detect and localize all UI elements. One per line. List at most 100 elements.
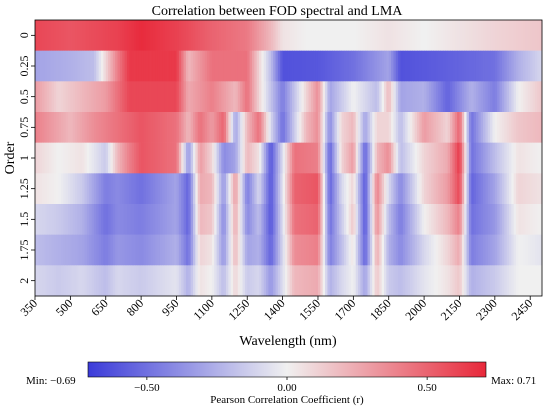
y-tick-label: 0.75 — [17, 117, 31, 138]
heatmap-cell — [141, 51, 144, 82]
heatmap-cell — [417, 20, 420, 51]
heatmap-cell — [73, 143, 76, 174]
heatmap-cell — [101, 173, 104, 204]
heatmap-cell — [68, 81, 71, 112]
heatmap-cell — [47, 265, 50, 296]
heatmap-cell — [360, 173, 363, 204]
heatmap-cell — [431, 265, 434, 296]
heatmap-cell — [61, 81, 64, 112]
heatmap-cell — [495, 265, 498, 296]
heatmap-cell — [533, 51, 536, 82]
heatmap-cell — [339, 173, 342, 204]
heatmap-cell — [337, 235, 340, 266]
heatmap-cell — [165, 51, 168, 82]
heatmap-cell — [200, 81, 203, 112]
heatmap-cell — [415, 265, 418, 296]
heatmap-cell — [507, 235, 510, 266]
heatmap-cell — [311, 143, 314, 174]
heatmap-cell — [221, 265, 224, 296]
heatmap-cell — [113, 112, 116, 143]
heatmap-cell — [363, 173, 366, 204]
heatmap-cell — [316, 173, 319, 204]
heatmap-cell — [66, 81, 69, 112]
heatmap-cell — [438, 143, 441, 174]
heatmap-cell — [243, 20, 246, 51]
heatmap-cell — [405, 20, 408, 51]
heatmap-cell — [169, 112, 172, 143]
heatmap-cell — [408, 51, 411, 82]
heatmap-cell — [403, 143, 406, 174]
heatmap-cell — [309, 204, 312, 235]
heatmap-cell — [136, 235, 139, 266]
heatmap-cell — [309, 173, 312, 204]
heatmap-cell — [108, 20, 111, 51]
heatmap-cell — [226, 204, 229, 235]
heatmap-cell — [273, 143, 276, 174]
heatmap-cell — [377, 265, 380, 296]
heatmap-cell — [273, 112, 276, 143]
heatmap-cell — [195, 235, 198, 266]
heatmap-cell — [311, 235, 314, 266]
heatmap-cell — [294, 173, 297, 204]
heatmap-cell — [129, 81, 132, 112]
heatmap-cell — [299, 204, 302, 235]
heatmap-cell — [313, 265, 316, 296]
heatmap-cell — [379, 235, 382, 266]
heatmap-cell — [108, 112, 111, 143]
heatmap-cell — [377, 20, 380, 51]
heatmap-cell — [424, 265, 427, 296]
heatmap-cell — [85, 112, 88, 143]
heatmap-cell — [82, 173, 85, 204]
heatmap-cell — [110, 235, 113, 266]
heatmap-cell — [318, 265, 321, 296]
heatmap-cell — [118, 235, 121, 266]
heatmap-cell — [193, 81, 196, 112]
heatmap-cell — [278, 204, 281, 235]
heatmap-cell — [356, 204, 359, 235]
heatmap-cell — [492, 143, 495, 174]
heatmap-cell — [198, 112, 201, 143]
heatmap-cell — [297, 81, 300, 112]
heatmap-cell — [261, 51, 264, 82]
heatmap-cell — [200, 143, 203, 174]
heatmap-cell — [474, 235, 477, 266]
heatmap-cell — [339, 20, 342, 51]
heatmap-cell — [252, 204, 255, 235]
heatmap-cell — [151, 265, 154, 296]
heatmap-cell — [146, 20, 149, 51]
heatmap-cell — [452, 20, 455, 51]
heatmap-cell — [476, 112, 479, 143]
heatmap-cell — [73, 81, 76, 112]
heatmap-cell — [238, 235, 241, 266]
heatmap-cell — [219, 204, 222, 235]
heatmap-cell — [497, 204, 500, 235]
heatmap-cell — [240, 51, 243, 82]
heatmap-cell — [238, 20, 241, 51]
heatmap-cell — [382, 204, 385, 235]
heatmap-cell — [155, 143, 158, 174]
heatmap-cell — [535, 81, 538, 112]
y-tick-label: 0 — [17, 32, 31, 38]
heatmap-cell — [448, 204, 451, 235]
heatmap-cell — [537, 112, 540, 143]
heatmap-cell — [54, 204, 57, 235]
heatmap-cell — [176, 235, 179, 266]
heatmap-cell — [134, 235, 137, 266]
heatmap-cell — [365, 51, 368, 82]
heatmap-cell — [372, 81, 375, 112]
heatmap-cell — [195, 81, 198, 112]
heatmap-cell — [290, 173, 293, 204]
heatmap-cell — [441, 143, 444, 174]
heatmap-cell — [40, 81, 43, 112]
heatmap-cell — [231, 265, 234, 296]
x-tick-label: 950 — [159, 296, 182, 319]
heatmap-cell — [309, 265, 312, 296]
heatmap-cell — [247, 112, 250, 143]
heatmap-cell — [174, 81, 177, 112]
heatmap-cell — [476, 20, 479, 51]
heatmap-cell — [49, 20, 52, 51]
heatmap-cell — [73, 265, 76, 296]
heatmap-cell — [327, 112, 330, 143]
heatmap-cell — [356, 173, 359, 204]
heatmap-cell — [339, 204, 342, 235]
